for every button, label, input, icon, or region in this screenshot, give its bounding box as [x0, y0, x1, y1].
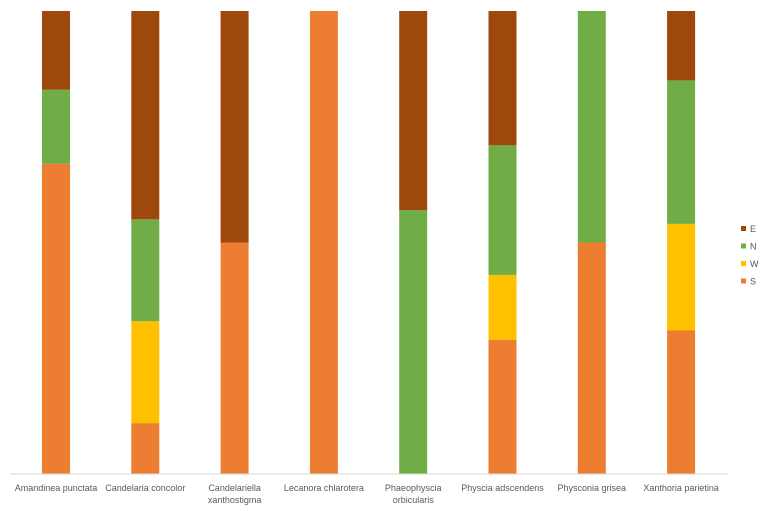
- legend-label-n: N: [750, 242, 757, 252]
- x-tick-label: Physconia grisea: [558, 483, 627, 493]
- legend-swatch-w: [741, 261, 746, 266]
- legend-swatch-e: [741, 226, 746, 231]
- bar-segment-e-5: [399, 11, 428, 211]
- bar-segment-n-1: [42, 89, 70, 164]
- legend-swatch-s: [741, 278, 746, 284]
- legend-swatch-n: [741, 243, 746, 249]
- bar-segment-s-6: [488, 339, 517, 474]
- bar-segment-n-5: [399, 210, 428, 474]
- bar-segment-n-7: [577, 11, 606, 243]
- bar-segment-e-1: [42, 11, 70, 90]
- bar-segment-s-1: [42, 163, 70, 475]
- bars-group: [42, 11, 696, 475]
- bar-segment-w-6: [488, 274, 517, 340]
- bar-segment-n-6: [488, 145, 517, 275]
- bar-segment-e-6: [488, 11, 517, 146]
- x-tick-label: Xanthoria parietina: [643, 483, 719, 493]
- x-tick-label: Candelaria concolor: [105, 483, 185, 493]
- legend-label-w: W: [750, 259, 759, 269]
- x-tick-label: Lecanora chlarotera: [284, 483, 364, 493]
- bar-segment-s-3: [220, 242, 249, 474]
- bar-segment-s-2: [131, 423, 160, 474]
- bar-segment-w-8: [667, 224, 696, 331]
- bar-segment-s-8: [667, 330, 696, 474]
- bar-segment-e-2: [131, 11, 160, 220]
- x-tick-label: Candelariella xanthostigma: [208, 483, 262, 505]
- bar-segment-n-8: [667, 80, 696, 224]
- bar-segment-s-4: [309, 11, 338, 474]
- x-tick-label: Phaeophyscia orbicularis: [385, 483, 442, 505]
- bar-segment-e-8: [667, 11, 696, 81]
- bar-segment-n-2: [131, 219, 160, 322]
- bar-segment-w-2: [131, 321, 160, 424]
- x-tick-label: Physcia adscendens: [461, 483, 544, 493]
- x-tick-label: Amandinea punctata: [15, 483, 98, 493]
- bar-segment-e-3: [220, 11, 249, 243]
- bar-segment-s-7: [577, 242, 606, 474]
- x-axis-labels: Amandinea punctata Candelaria concolor Can…: [15, 483, 719, 505]
- legend-label-e: E: [750, 224, 756, 234]
- legend-label-s: S: [750, 277, 756, 287]
